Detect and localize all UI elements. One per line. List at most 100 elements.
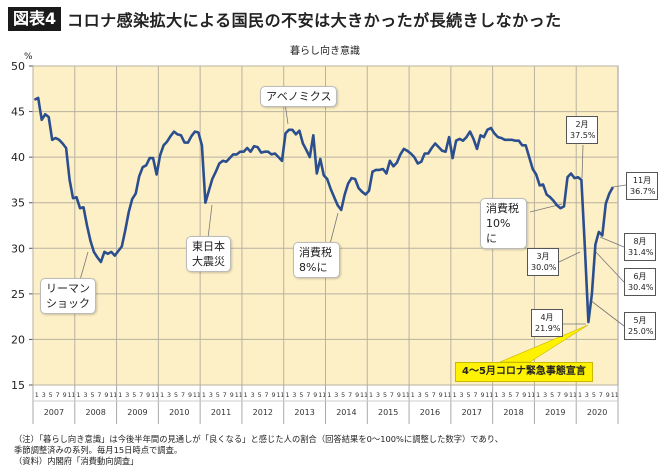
data-point [364, 193, 367, 196]
data-point [594, 244, 596, 246]
data-point [392, 165, 395, 167]
data-point [96, 256, 99, 258]
data-point [107, 253, 109, 255]
data-point [180, 134, 182, 136]
data-point [197, 131, 200, 134]
month-tick-label: 1 [35, 392, 39, 399]
note-line: 季節調整済みの系列。毎月15日時点で調査。 [14, 445, 183, 455]
value-label-month: 6月 [633, 272, 647, 281]
data-point [149, 157, 151, 159]
month-tick-label: 7 [515, 392, 519, 399]
data-point [532, 168, 534, 170]
year-label: 2020 [587, 408, 607, 417]
data-point [68, 179, 71, 181]
month-tick-label: 11 [68, 392, 76, 399]
data-point [319, 158, 321, 160]
y-tick-label: 25 [11, 288, 25, 301]
data-point [525, 144, 527, 146]
data-point [260, 151, 262, 154]
month-tick-label: 3 [585, 392, 589, 399]
data-point [608, 193, 610, 195]
data-point [194, 131, 196, 133]
pointer-may [589, 299, 625, 327]
value-label-feb: 2月 37.5% [566, 116, 598, 144]
data-point [566, 176, 569, 178]
data-point [218, 162, 220, 165]
value-label-value: 30.4% [628, 283, 654, 292]
month-tick-label: 1 [494, 392, 498, 399]
data-point [552, 200, 555, 202]
data-point [270, 153, 273, 156]
data-point [518, 140, 520, 142]
month-tick-label: 11 [360, 392, 368, 399]
y-tick-label: 15 [11, 379, 25, 392]
month-tick-label: 1 [202, 392, 206, 399]
month-tick-label: 9 [397, 392, 401, 399]
notes: （注）「暮らし向き意識」は今後半年間の見通しが「良くなる」と感じた人の割合（回答… [14, 434, 503, 467]
data-point [521, 144, 523, 146]
data-point [323, 174, 325, 176]
chart-title: 暮らし向き意識 [290, 46, 360, 57]
y-axis-unit: % [24, 52, 33, 62]
month-tick-label: 5 [508, 392, 512, 399]
month-tick-label: 9 [63, 392, 67, 399]
year-label: 2009 [127, 408, 147, 417]
year-label: 2008 [85, 408, 105, 417]
data-point [612, 186, 614, 188]
data-point [445, 151, 447, 153]
data-point [55, 137, 57, 139]
y-tick-label: 40 [11, 151, 25, 164]
month-tick-label: 7 [139, 392, 143, 399]
data-point [281, 160, 283, 162]
data-point [469, 131, 471, 133]
data-point [58, 139, 60, 141]
data-point [337, 204, 339, 207]
month-tick-label: 1 [285, 392, 289, 399]
data-point [368, 190, 370, 192]
data-point [256, 146, 259, 148]
data-point [410, 152, 412, 155]
callout-abenomics: アベノミクス [260, 86, 338, 107]
month-tick-label: 5 [258, 392, 262, 399]
data-point [598, 231, 600, 233]
month-tick-label: 11 [569, 392, 577, 399]
data-point [65, 147, 67, 149]
month-tick-label: 11 [611, 392, 619, 399]
data-point [528, 156, 530, 158]
data-point [250, 151, 252, 153]
data-point [117, 250, 119, 252]
month-tick-label: 3 [209, 392, 213, 399]
month-tick-label: 3 [167, 392, 171, 399]
data-point [584, 247, 586, 249]
value-label-value: 30.0% [531, 263, 557, 272]
data-point [424, 152, 426, 155]
year-label: 2015 [378, 408, 398, 417]
data-point [166, 141, 168, 143]
data-point [215, 171, 217, 173]
data-point [455, 140, 457, 142]
month-tick-label: 7 [599, 392, 603, 399]
month-tick-label: 7 [97, 392, 101, 399]
month-tick-label: 9 [272, 392, 276, 399]
month-tick-label: 5 [383, 392, 387, 399]
data-point [131, 198, 133, 200]
month-tick-label: 5 [467, 392, 471, 399]
month-tick-label: 9 [439, 392, 443, 399]
data-point [542, 183, 544, 186]
data-point [382, 168, 384, 170]
month-tick-label: 11 [318, 392, 326, 399]
data-point [330, 188, 332, 190]
data-point [570, 172, 572, 175]
pointer-nov [612, 184, 627, 188]
data-point [173, 131, 175, 133]
value-label-nov: 11月 36.7% [626, 172, 658, 200]
data-point [295, 133, 297, 135]
value-label-value: 31.4% [628, 248, 654, 257]
value-label-month: 2月 [575, 120, 589, 129]
data-point [82, 206, 85, 208]
month-tick-label: 7 [473, 392, 477, 399]
data-point [93, 251, 95, 253]
y-tick-label: 50 [11, 60, 25, 73]
data-point [159, 154, 161, 156]
year-label: 2016 [420, 408, 440, 417]
